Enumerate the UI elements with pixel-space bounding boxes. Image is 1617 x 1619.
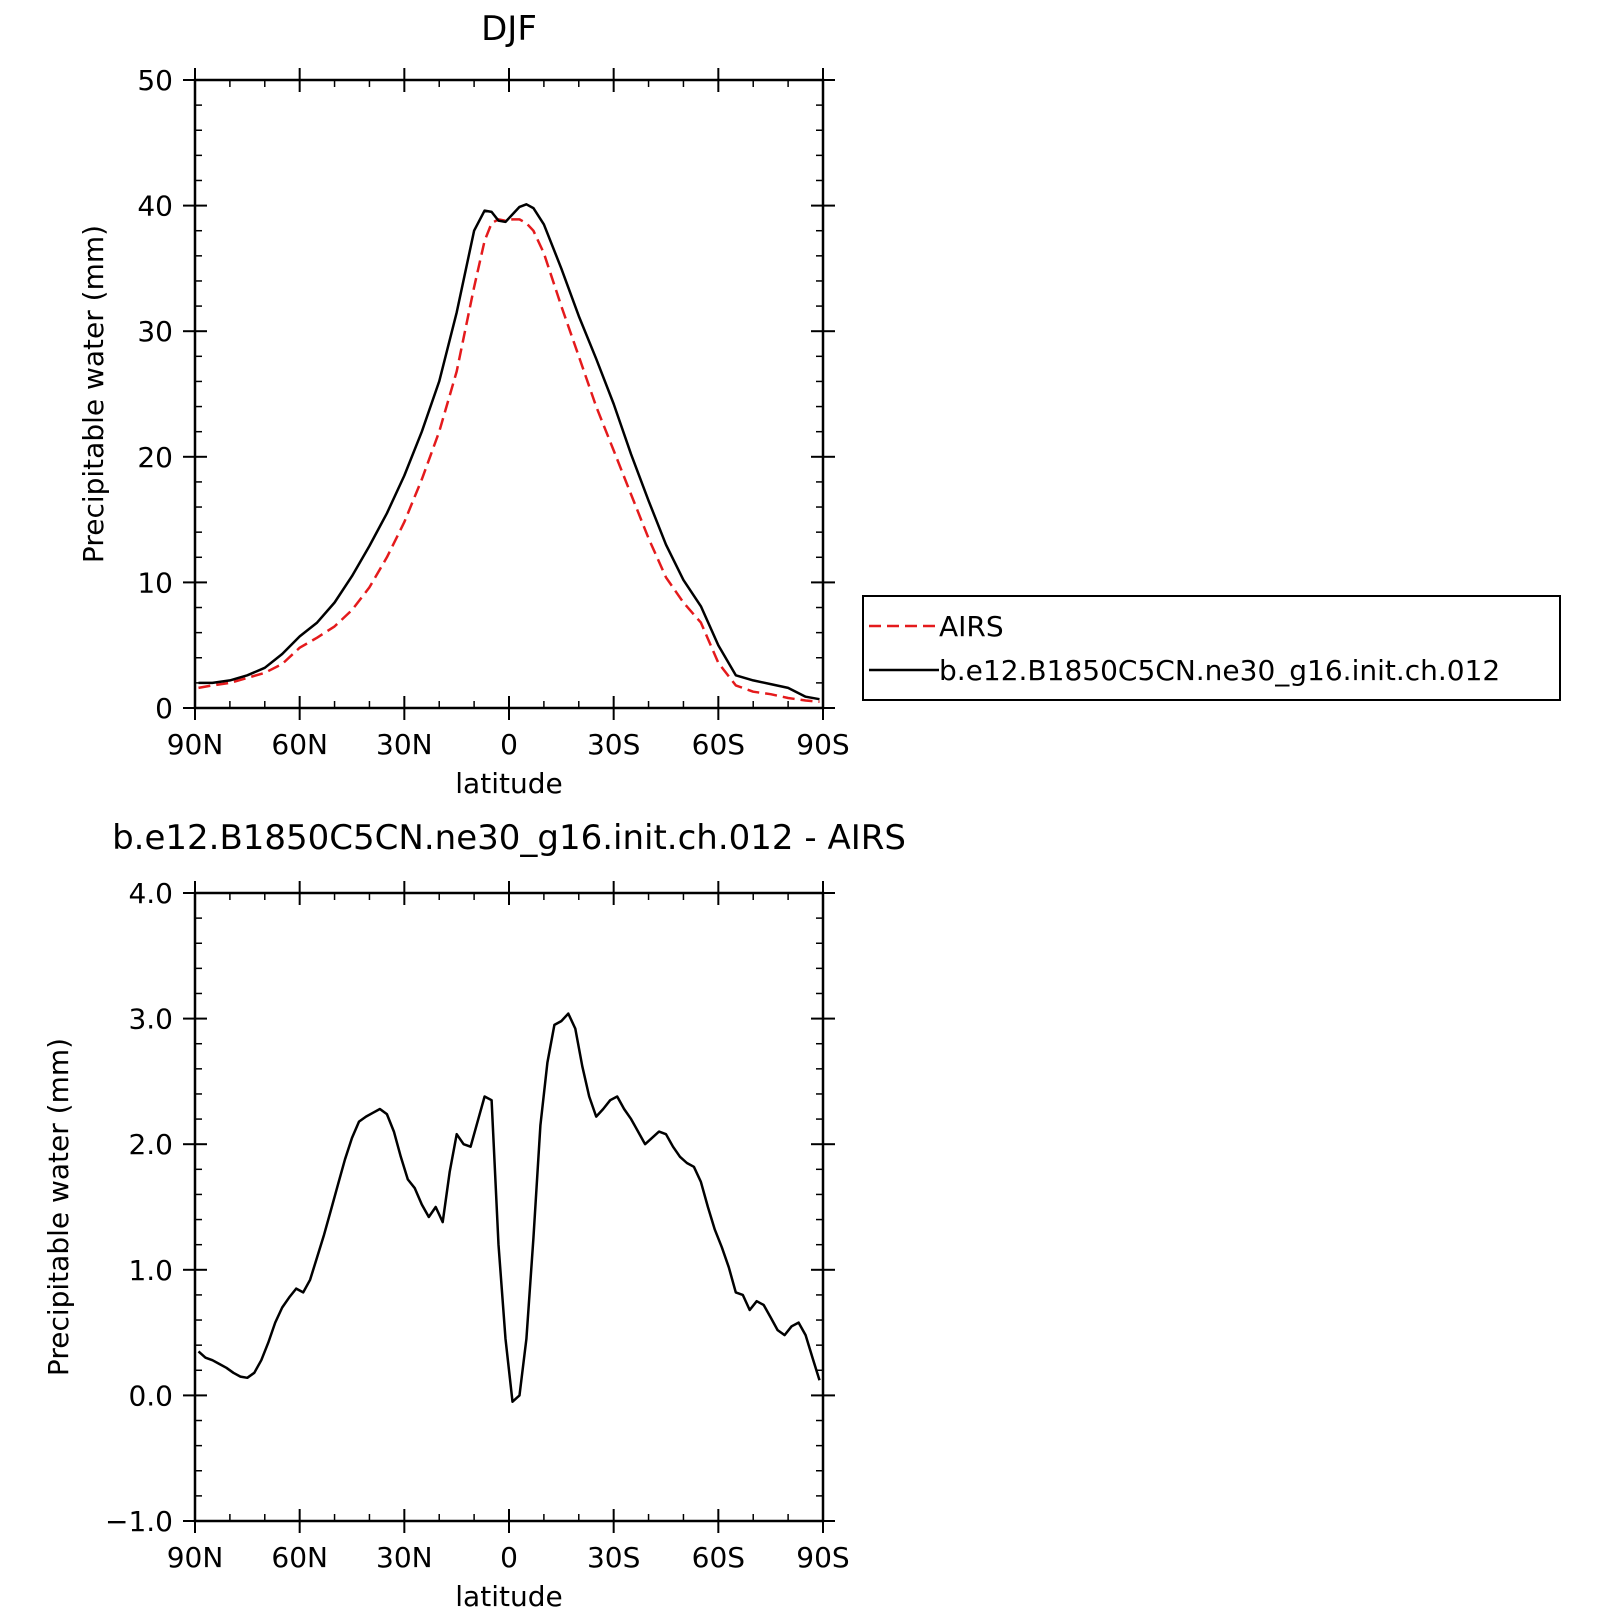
y-tick-label: 0 (155, 692, 173, 725)
x-tick-label: 90N (167, 1541, 224, 1574)
y-tick-label: 2.0 (128, 1128, 173, 1161)
x-tick-label: 60S (692, 728, 745, 761)
x-tick-label: 30N (376, 1541, 433, 1574)
x-tick-label: 90S (796, 1541, 849, 1574)
y-tick-label: 40 (137, 190, 173, 223)
x-tick-label: 30S (587, 1541, 640, 1574)
x-tick-label: 30N (376, 728, 433, 761)
series-line-1 (198, 218, 820, 703)
x-tick-label: 90S (796, 728, 849, 761)
x-tick-label: 30S (587, 728, 640, 761)
y-tick-label: 10 (137, 566, 173, 599)
x-tick-label: 90N (167, 728, 224, 761)
y-tick-label: 3.0 (128, 1003, 173, 1036)
x-tick-label: 60S (692, 1541, 745, 1574)
y-tick-label: 20 (137, 441, 173, 474)
y-tick-label: −1.0 (105, 1505, 173, 1538)
chart-title: DJF (481, 9, 537, 49)
legend-entry: b.e12.B1850C5CN.ne30_g16.init.ch.012 (939, 654, 1500, 687)
x-tick-label: 0 (500, 728, 518, 761)
y-tick-label: 50 (137, 64, 173, 97)
legend-entry: AIRS (939, 610, 1004, 643)
x-axis-label: latitude (455, 1580, 562, 1613)
x-tick-label: 60N (271, 1541, 328, 1574)
series-line-2 (198, 203, 820, 701)
y-tick-label: 0.0 (128, 1379, 173, 1412)
y-axis-label: Precipitable water (mm) (42, 1038, 75, 1376)
x-tick-label: 60N (271, 728, 328, 761)
y-tick-label: 1.0 (128, 1254, 173, 1287)
series-line-1 (197, 1012, 821, 1403)
plot-frame (193, 891, 825, 1523)
chart-title: b.e12.B1850C5CN.ne30_g16.init.ch.012 - A… (112, 818, 906, 858)
x-tick-label: 0 (500, 1541, 518, 1574)
chart-1: DJF 90N 60N 30N 0 30S 60S 90S 0 10 20 30 40 50 latitud… (77, 9, 1561, 800)
y-tick-label: 4.0 (128, 877, 173, 910)
y-axis-label: Precipitable water (mm) (77, 225, 110, 563)
legend: AIRS b.e12.B1850C5CN.ne30_g16.init.ch.012 (862, 595, 1561, 701)
legend-box (862, 595, 1561, 701)
y-tick-label: 30 (137, 315, 173, 348)
plot-frame (193, 78, 825, 710)
x-axis-label: latitude (455, 767, 562, 800)
chart-2: b.e12.B1850C5CN.ne30_g16.init.ch.012 - A… (42, 818, 906, 1613)
